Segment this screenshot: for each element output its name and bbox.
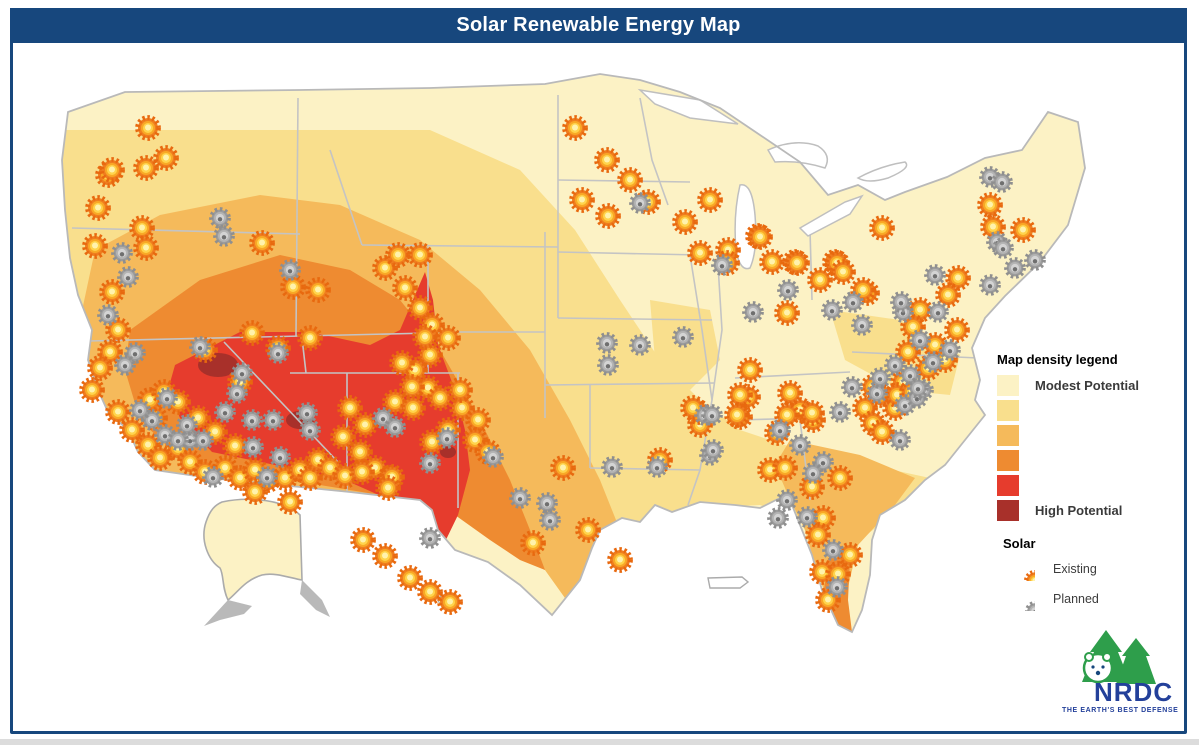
planned-solar-marker[interactable] [767, 507, 789, 529]
title-bar: Solar Renewable Energy Map [10, 8, 1187, 43]
density-swatch-6 [997, 500, 1019, 521]
density-swatch-2 [997, 400, 1019, 421]
existing-solar-marker[interactable] [609, 549, 630, 570]
density-legend: Map density legend Modest Potential High… [997, 352, 1182, 521]
sun-icon [1011, 557, 1035, 581]
existing-solar-marker[interactable] [439, 591, 460, 612]
page-bottom-shadow [0, 739, 1199, 745]
existing-label: Existing [1053, 562, 1097, 576]
existing-solar-marker[interactable] [399, 567, 420, 588]
existing-solar-marker[interactable] [352, 529, 373, 550]
solar-legend-heading: Solar [1003, 536, 1036, 551]
puerto-rico-inset [707, 576, 750, 589]
legend-item-planned: Planned [1011, 587, 1173, 611]
planned-label: Planned [1053, 592, 1099, 606]
density-swatch-3 [997, 425, 1019, 446]
logo-tree-right [1116, 638, 1156, 684]
density-legend-heading: Map density legend [997, 352, 1118, 367]
alaska-inset [203, 498, 330, 626]
planned-solar-marker[interactable] [419, 527, 441, 549]
gear-icon [1011, 587, 1035, 611]
existing-solar-marker[interactable] [279, 491, 300, 512]
page-title: Solar Renewable Energy Map [456, 14, 741, 36]
density-top-label: Modest Potential [1035, 378, 1140, 393]
solar-legend: Solar Existing Planned [1003, 536, 1173, 617]
density-swatch-4 [997, 450, 1019, 471]
logo-text: NRDC [1094, 677, 1173, 707]
legend-item-existing: Existing [1011, 557, 1173, 581]
density-bottom-label: High Potential [1035, 503, 1123, 518]
existing-solar-marker[interactable] [374, 545, 395, 566]
density-swatch-5 [997, 475, 1019, 496]
density-swatch-1 [997, 375, 1019, 396]
nrdc-logo: NRDC THE EARTH'S BEST DEFENSE [1062, 630, 1178, 714]
logo-tagline: THE EARTH'S BEST DEFENSE [1062, 707, 1178, 714]
great-lakes [637, 88, 908, 270]
